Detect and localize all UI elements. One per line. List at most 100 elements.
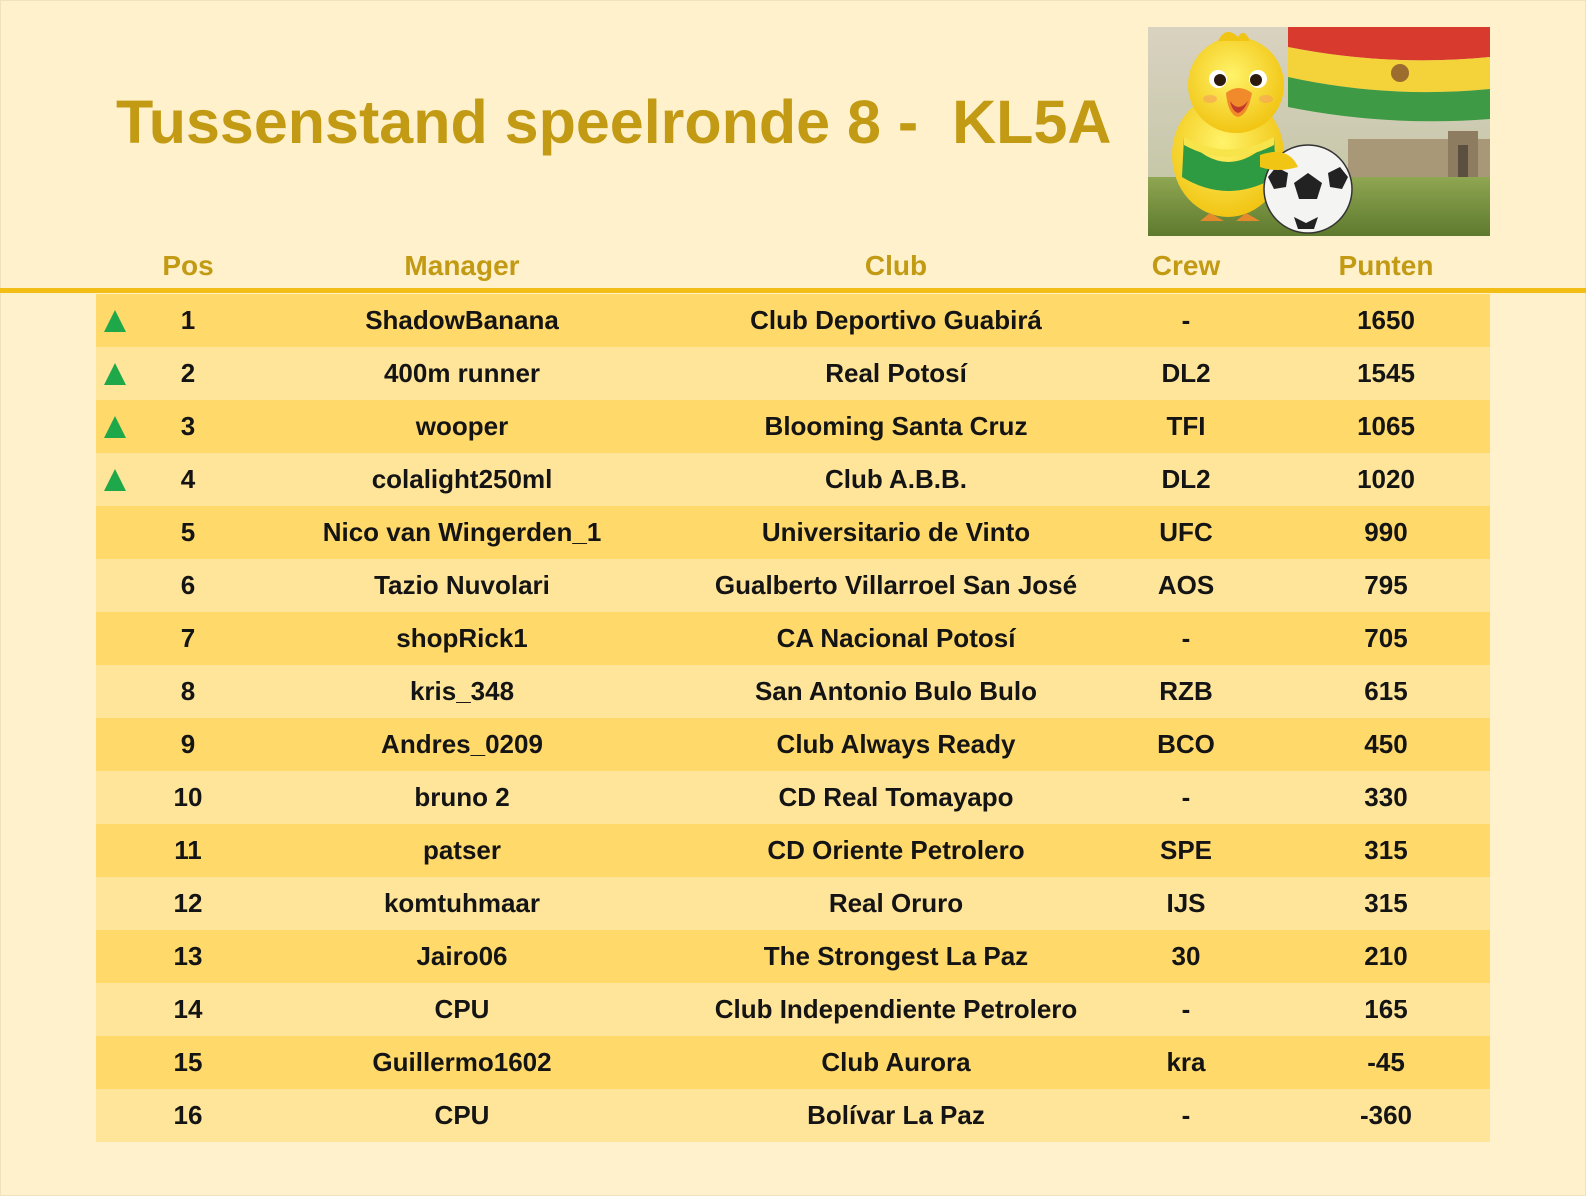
- table-row: 13 Jairo06 The Strongest La Paz 30 210: [96, 930, 1490, 983]
- cell-club: Club A.B.B.: [824, 464, 968, 494]
- cell-club: Gualberto Villarroel San José: [714, 570, 1078, 600]
- cell-club: Real Oruro: [828, 888, 964, 918]
- table-row: 3 wooper Blooming Santa Cruz TFI 1065: [96, 400, 1490, 453]
- cell-crew: -: [1181, 1100, 1191, 1130]
- cell-pos: 11: [174, 835, 202, 865]
- cell-punten: 615: [1364, 676, 1408, 706]
- cell-punten: 705: [1364, 623, 1408, 653]
- cell-club: Club Independiente Petrolero: [714, 994, 1078, 1024]
- cell-club: CD Real Tomayapo: [778, 782, 1014, 812]
- cell-club: Universitario de Vinto: [761, 517, 1031, 547]
- cell-manager: 400m runner: [383, 358, 541, 388]
- cell-manager: Tazio Nuvolari: [374, 570, 550, 600]
- cell-pos: 8: [180, 676, 196, 706]
- cell-pos: 9: [180, 729, 196, 759]
- cell-crew: TFI: [1166, 411, 1206, 441]
- cell-pos: 7: [180, 623, 196, 653]
- cell-crew: -: [1181, 782, 1191, 812]
- cell-pos: 5: [180, 517, 196, 547]
- cell-punten: 165: [1364, 994, 1408, 1024]
- cell-manager: CPU: [434, 1100, 490, 1130]
- cell-manager: Nico van Wingerden_1: [322, 517, 602, 547]
- cell-punten: 990: [1364, 517, 1408, 547]
- table-row: 11 patser CD Oriente Petrolero SPE 315: [96, 824, 1490, 877]
- table-row: 10 bruno 2 CD Real Tomayapo - 330: [96, 771, 1490, 824]
- cell-punten: 450: [1364, 729, 1408, 759]
- cell-manager: CPU: [434, 994, 490, 1024]
- cell-club: Club Deportivo Guabirá: [750, 305, 1042, 335]
- cell-crew: DL2: [1161, 358, 1211, 388]
- cell-manager: shopRick1: [396, 623, 528, 653]
- cell-crew: AOS: [1157, 570, 1215, 600]
- trend-up-arrow-icon: [104, 363, 126, 385]
- table-row: 8 kris_348 San Antonio Bulo Bulo RZB 615: [96, 665, 1490, 718]
- cell-punten: -360: [1359, 1100, 1413, 1130]
- cell-club: Club Always Ready: [776, 729, 1016, 759]
- cell-crew: UFC: [1159, 517, 1213, 547]
- cell-pos: 2: [180, 358, 196, 388]
- cell-crew: 30: [1171, 941, 1201, 971]
- trend-up-arrow-icon: [104, 469, 126, 491]
- cell-manager: ShadowBanana: [365, 305, 559, 335]
- header-divider: [0, 288, 1586, 293]
- column-header-crew: Crew: [1151, 250, 1221, 281]
- table-row: 16 CPU Bolívar La Paz - -360: [96, 1089, 1490, 1142]
- cell-crew: BCO: [1157, 729, 1215, 759]
- cell-club: San Antonio Bulo Bulo: [754, 676, 1038, 706]
- cell-club: Bolívar La Paz: [807, 1100, 985, 1130]
- bird-soccer-flag-image: [1148, 27, 1490, 236]
- trend-up-arrow-icon: [104, 310, 126, 332]
- cell-pos: 3: [180, 411, 196, 441]
- cell-crew: SPE: [1159, 835, 1213, 865]
- table-row: 6 Tazio Nuvolari Gualberto Villarroel San …: [96, 559, 1490, 612]
- trend-up-arrow-icon: [104, 416, 126, 438]
- column-header-pos: Pos: [162, 250, 214, 281]
- cell-crew: RZB: [1159, 676, 1213, 706]
- cell-crew: -: [1181, 994, 1191, 1024]
- table-row: 14 CPU Club Independiente Petrolero - 165: [96, 983, 1490, 1036]
- table-row: 7 shopRick1 CA Nacional Potosí - 705: [96, 612, 1490, 665]
- table-row: 5 Nico van Wingerden_1 Universitario de Vi…: [96, 506, 1490, 559]
- cell-manager: patser: [422, 835, 502, 865]
- cell-punten: 795: [1364, 570, 1408, 600]
- cell-crew: DL2: [1161, 464, 1211, 494]
- cell-club: CA Nacional Potosí: [776, 623, 1016, 653]
- cell-club: Club Aurora: [821, 1047, 971, 1077]
- cell-manager: Andres_0209: [381, 729, 543, 759]
- cell-crew: -: [1181, 305, 1191, 335]
- cell-pos: 15: [173, 1047, 203, 1077]
- column-header-punten: Punten: [1338, 250, 1434, 281]
- cell-pos: 10: [173, 782, 203, 812]
- flag-yellow-stripe: [1288, 47, 1490, 93]
- cell-pos: 12: [173, 888, 203, 918]
- table-row: 2 400m runner Real Potosí DL2 1545: [96, 347, 1490, 400]
- cell-crew: IJS: [1166, 888, 1206, 918]
- cell-pos: 13: [173, 941, 203, 971]
- cell-punten: -45: [1367, 1047, 1405, 1077]
- cell-manager: Guillermo1602: [372, 1047, 552, 1077]
- standings-table: 1 ShadowBanana Club Deportivo Guabirá - 1650…: [96, 294, 1490, 1142]
- cell-club: CD Oriente Petrolero: [767, 835, 1025, 865]
- flag-green-stripe: [1288, 77, 1490, 122]
- table-row: 15 Guillermo1602 Club Aurora kra -45: [96, 1036, 1490, 1089]
- cell-club: The Strongest La Paz: [763, 941, 1029, 971]
- cell-manager: bruno 2: [414, 782, 510, 812]
- cell-club: Real Potosí: [825, 358, 967, 388]
- cell-pos: 1: [180, 305, 196, 335]
- cell-manager: komtuhmaar: [383, 888, 541, 918]
- table-row: 9 Andres_0209 Club Always Ready BCO 450: [96, 718, 1490, 771]
- cell-crew: kra: [1166, 1047, 1206, 1077]
- cell-pos: 4: [180, 464, 196, 494]
- table-row: 1 ShadowBanana Club Deportivo Guabirá - 1650: [96, 294, 1490, 347]
- cell-crew: -: [1181, 623, 1191, 653]
- cell-pos: 16: [173, 1100, 203, 1130]
- cell-manager: colalight250ml: [371, 464, 553, 494]
- flag-red-stripe: [1288, 27, 1490, 61]
- table-row: 4 colalight250ml Club A.B.B. DL2 1020: [96, 453, 1490, 506]
- page-title: Tussenstand speelronde 8 - KL5A: [116, 88, 1112, 156]
- cell-manager: Jairo06: [416, 941, 508, 971]
- cell-punten: 1065: [1357, 411, 1415, 441]
- column-header-manager: Manager: [404, 250, 520, 281]
- cell-pos: 14: [173, 994, 203, 1024]
- cell-manager: wooper: [415, 411, 509, 441]
